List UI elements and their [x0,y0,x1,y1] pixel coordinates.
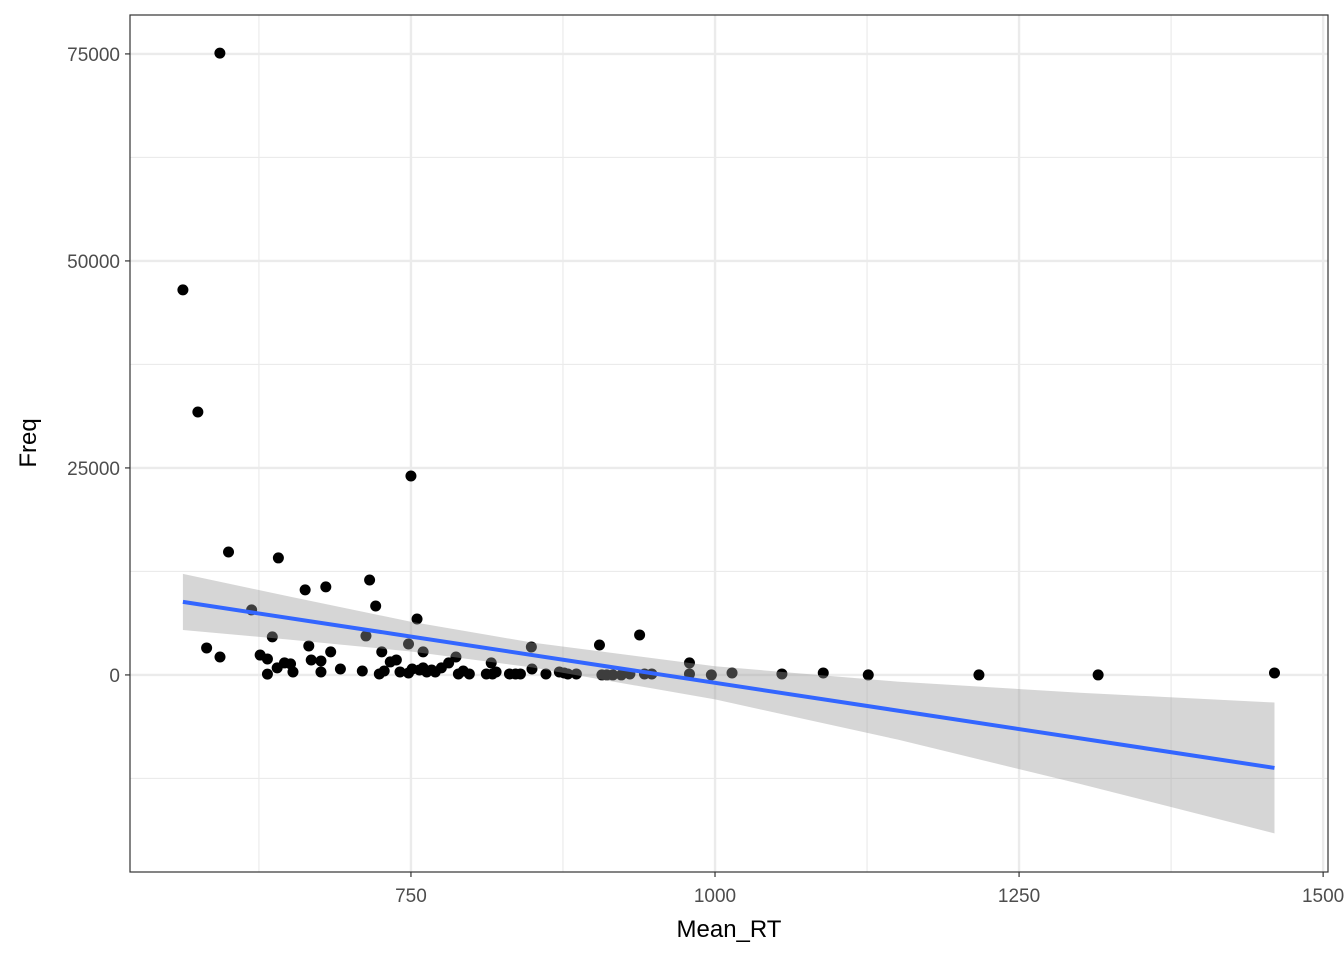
x-axis-label: Mean_RT [677,916,782,943]
data-point [214,47,226,59]
data-point [299,584,311,596]
data-point [364,574,376,586]
data-point [378,665,390,677]
data-point [540,668,552,680]
x-tick-label: 1500 [1302,886,1344,907]
data-point [570,668,582,680]
regression-line [182,599,1275,770]
data-point [862,669,874,681]
data-point [776,668,788,680]
data-point [463,668,475,680]
data-point [272,552,284,564]
x-tick-label: 1250 [998,886,1040,907]
data-point [726,667,738,679]
data-point [615,669,627,681]
data-point [303,640,315,652]
data-point [973,669,985,681]
y-axis-label: Freq [15,418,42,467]
data-point [485,657,497,669]
x-tick-label: 750 [395,886,427,907]
data-point [593,639,605,651]
data-point [356,665,368,677]
minor-gridlines [130,15,1328,872]
data-point [417,646,429,658]
data-point [405,470,417,482]
data-point [376,646,388,658]
data-point [526,663,538,675]
data-point [177,284,189,296]
data-point [201,642,213,654]
y-tick-label: 50000 [67,252,120,273]
y-tick-label: 0 [109,666,120,687]
data-point [370,600,382,612]
data-point [360,630,372,642]
data-point [1268,667,1280,679]
x-axis-ticks: 750 1000 1250 1500 [395,872,1344,907]
data-point [394,666,406,678]
x-tick-label: 1000 [694,886,736,907]
data-point [443,657,455,669]
data-point [403,638,415,650]
data-point [305,654,317,666]
confidence-ribbon [182,573,1275,834]
data-point [223,546,235,558]
data-point [562,668,574,680]
data-point [1092,669,1104,681]
data-point [490,666,502,678]
data-point [287,666,299,678]
data-point [266,631,278,643]
data-point [390,654,402,666]
data-point [817,667,829,679]
data-point [450,651,462,663]
y-tick-label: 75000 [67,45,120,66]
data-point [261,653,273,665]
data-point [514,668,526,680]
data-point [634,629,646,641]
data-point [315,655,327,667]
data-point [705,669,717,681]
data-point [607,669,619,681]
data-point [320,581,332,593]
data-point [525,641,537,653]
data-point [334,663,346,675]
data-point [325,646,337,658]
y-axis-ticks: 0 25000 50000 75000 [67,45,130,687]
data-point [683,657,695,669]
data-point [192,406,204,418]
y-tick-label: 25000 [67,459,120,480]
data-point [315,666,327,678]
panel-border [129,14,1329,873]
data-point [411,613,423,625]
data-point [261,668,273,680]
data-point [214,651,226,663]
